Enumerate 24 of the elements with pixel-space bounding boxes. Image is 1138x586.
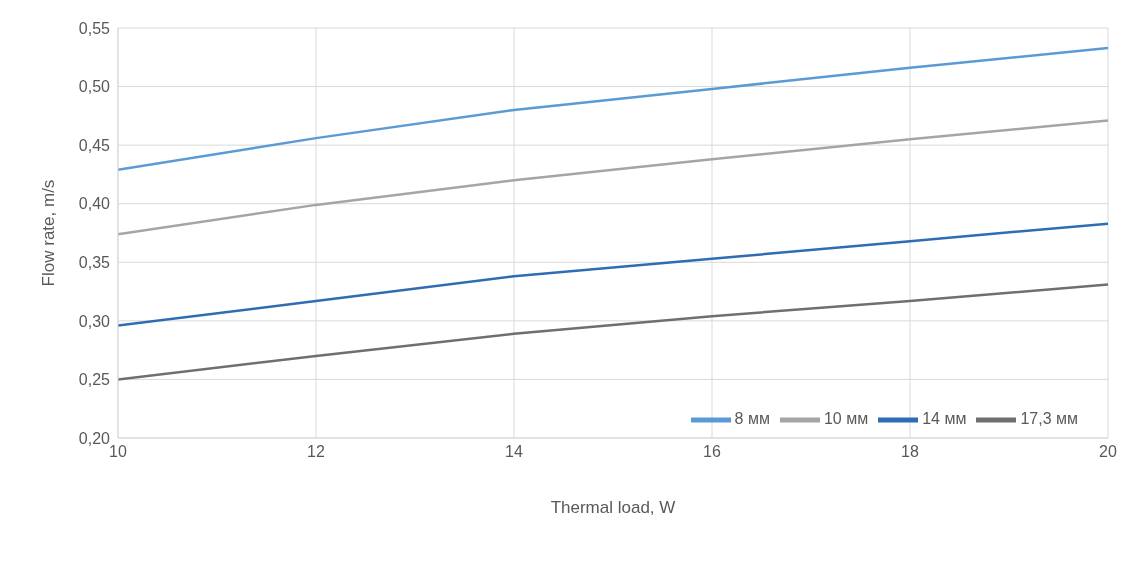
y-tick-label: 0,20	[78, 429, 111, 447]
x-tick-label: 16	[703, 443, 721, 461]
y-axis-title: Flow rate, m/s	[39, 179, 59, 287]
y-tick-label: 0,45	[78, 136, 111, 154]
line-series	[118, 283, 1108, 381]
y-tick-label: 0,50	[78, 78, 111, 96]
legend-label: 8 мм	[734, 410, 770, 428]
x-axis-title: Thermal load, W	[550, 498, 676, 517]
legend-label: 14 мм	[922, 410, 967, 428]
x-tick-label: 12	[307, 443, 325, 461]
x-tick-label: 10	[109, 443, 127, 461]
x-tick-label: 14	[505, 443, 523, 461]
x-tick-label: 18	[901, 443, 919, 461]
line-series	[118, 222, 1108, 327]
y-tick-label: 0,25	[78, 371, 111, 389]
x-tick-label: 20	[1099, 443, 1117, 461]
legend-label: 10 мм	[823, 410, 869, 428]
legend-label: 17,3 мм	[1020, 410, 1078, 428]
line-series	[118, 46, 1108, 171]
y-tick-label: 0,30	[78, 312, 111, 330]
line-series	[118, 119, 1108, 236]
y-tick-label: 0,40	[78, 195, 111, 213]
y-tick-label: 0,35	[78, 253, 111, 271]
y-tick-label: 0,55	[78, 19, 111, 37]
